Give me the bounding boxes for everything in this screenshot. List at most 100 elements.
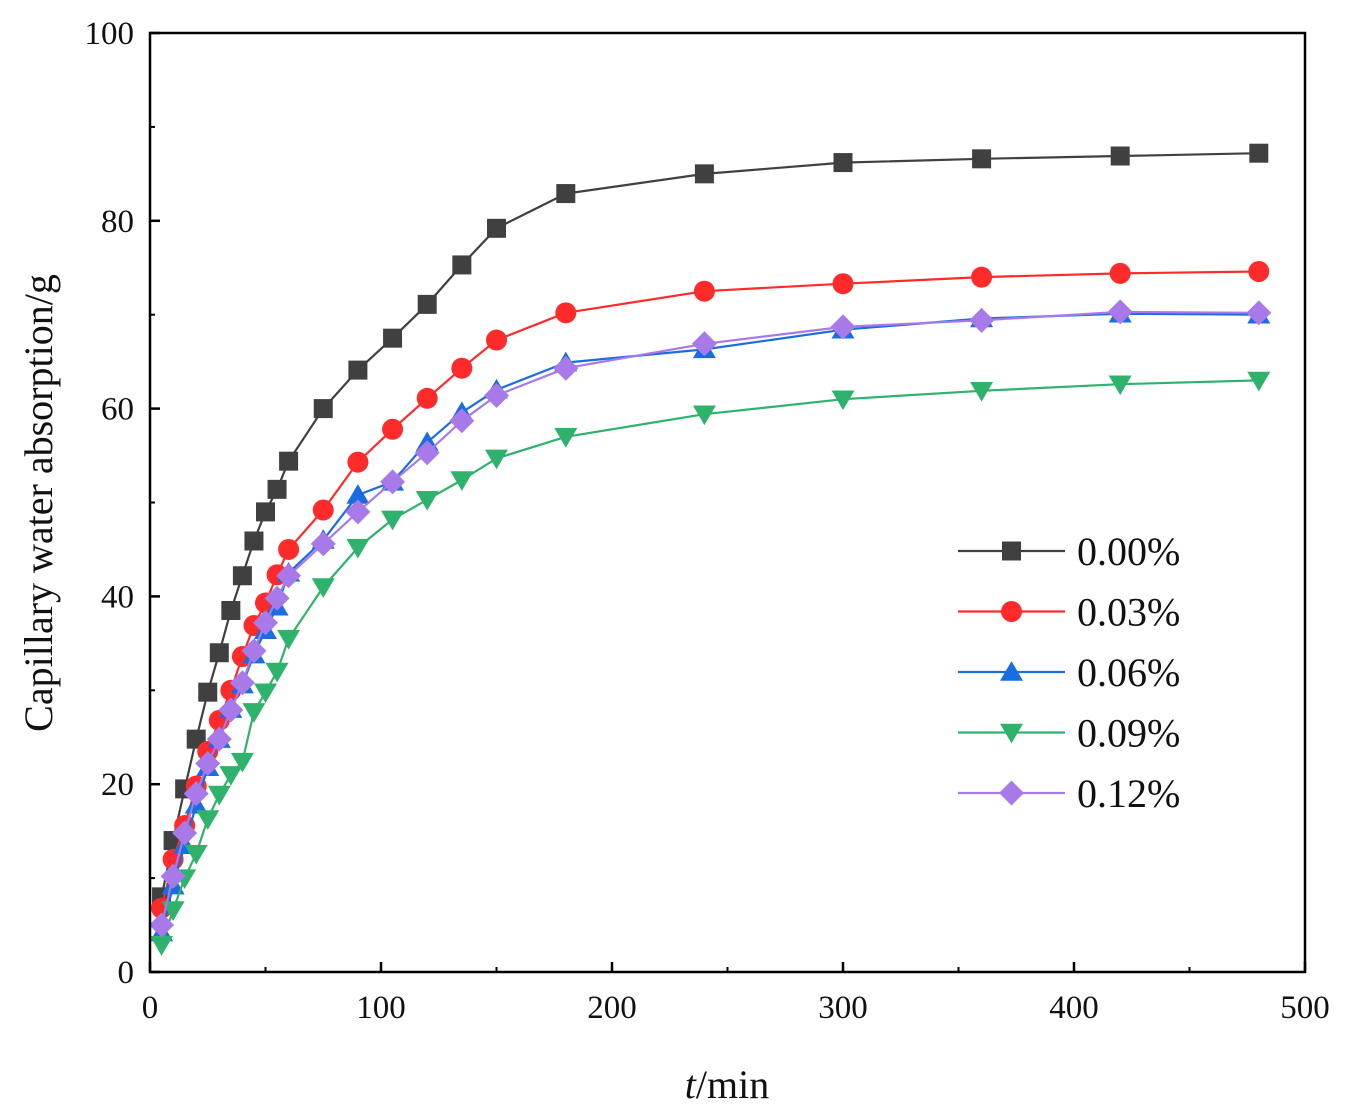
data-point <box>831 390 855 411</box>
y-tick-label: 20 <box>101 767 134 803</box>
legend-label: 0.09% <box>1077 711 1180 756</box>
data-point <box>970 382 994 402</box>
data-point <box>277 629 301 650</box>
x-axis-title-unit: /min <box>696 1062 769 1107</box>
data-point <box>693 280 715 302</box>
data-point <box>832 273 854 295</box>
data-point <box>230 752 254 773</box>
data-point <box>253 610 278 636</box>
legend-item: 0.00% <box>958 529 1180 574</box>
legend-marker <box>1000 661 1023 681</box>
data-point <box>254 683 277 704</box>
data-point <box>553 355 579 381</box>
x-tick-label: 200 <box>587 990 637 1026</box>
series-layer <box>149 143 1272 956</box>
x-axis-title: t/min <box>685 1062 769 1107</box>
data-point <box>1248 261 1270 283</box>
legend-item: 0.03% <box>958 590 1180 635</box>
data-point <box>487 218 506 238</box>
data-point <box>382 418 404 440</box>
data-point <box>264 585 290 611</box>
x-tick-label: 400 <box>1049 990 1099 1026</box>
data-point <box>278 538 300 560</box>
data-point <box>161 901 185 921</box>
data-point <box>346 538 370 559</box>
data-point <box>196 810 220 830</box>
data-point <box>1246 300 1272 326</box>
legend-label: 0.12% <box>1077 771 1180 816</box>
legend-item: 0.12% <box>958 771 1180 816</box>
data-point <box>150 936 174 956</box>
data-point <box>1108 375 1132 396</box>
y-tick-label: 0 <box>118 955 135 991</box>
data-point <box>209 643 229 663</box>
x-axis-title-italic: t <box>685 1062 697 1107</box>
legend-marker <box>1000 723 1023 744</box>
data-point <box>1247 371 1271 392</box>
data-point <box>256 502 275 522</box>
data-point <box>416 387 438 409</box>
data-point <box>830 314 856 340</box>
y-axis-title: Capillary water absorption/g <box>16 274 61 732</box>
y-tick-label: 40 <box>101 579 134 615</box>
data-point <box>691 331 717 357</box>
data-point <box>452 255 472 275</box>
data-point <box>969 307 995 333</box>
data-point <box>348 360 368 380</box>
y-tick-label: 100 <box>85 16 135 52</box>
data-point <box>381 510 405 531</box>
data-point <box>1249 143 1269 163</box>
series-4 <box>149 299 1272 938</box>
legend: 0.00% 0.03% 0.06% 0.09% 0.12% <box>958 529 1180 816</box>
legend-label: 0.00% <box>1077 529 1180 574</box>
data-point <box>1110 146 1130 166</box>
data-point <box>311 578 335 598</box>
data-point <box>221 600 241 620</box>
data-point <box>1109 262 1131 284</box>
y-tick-label: 80 <box>101 204 134 240</box>
data-point <box>183 781 209 807</box>
data-point <box>313 399 333 419</box>
data-point <box>244 531 264 551</box>
data-point <box>276 563 302 589</box>
data-point <box>207 785 231 806</box>
legend-marker <box>1001 601 1022 622</box>
data-point <box>833 153 853 173</box>
data-point <box>310 531 336 557</box>
data-point <box>242 703 266 723</box>
data-point <box>160 863 186 889</box>
data-point <box>1107 299 1133 325</box>
data-point <box>184 844 208 865</box>
legend-label: 0.06% <box>1077 650 1180 695</box>
data-point <box>449 408 475 434</box>
data-point <box>484 382 509 408</box>
data-point <box>312 499 334 521</box>
data-point <box>415 490 439 511</box>
data-point <box>218 697 244 723</box>
data-point <box>554 428 578 448</box>
x-tick-label: 0 <box>142 990 159 1026</box>
x-tick-label: 100 <box>356 990 406 1026</box>
legend-marker <box>999 780 1024 806</box>
data-point <box>692 405 716 426</box>
data-point <box>383 328 403 348</box>
data-point <box>450 471 474 491</box>
legend-item: 0.09% <box>958 711 1180 756</box>
data-point <box>279 451 299 471</box>
data-point <box>206 726 232 752</box>
legend-marker <box>1002 541 1021 561</box>
data-point <box>971 266 993 288</box>
data-point <box>241 638 267 664</box>
data-point <box>232 566 252 586</box>
data-point <box>172 820 198 846</box>
data-point <box>414 440 440 466</box>
data-point <box>345 499 371 525</box>
data-point <box>972 149 992 169</box>
x-tick-label: 300 <box>818 990 868 1026</box>
data-point <box>267 479 287 499</box>
legend-item: 0.06% <box>958 650 1180 695</box>
data-point <box>219 766 243 786</box>
data-point <box>149 912 175 938</box>
data-point <box>198 682 218 702</box>
